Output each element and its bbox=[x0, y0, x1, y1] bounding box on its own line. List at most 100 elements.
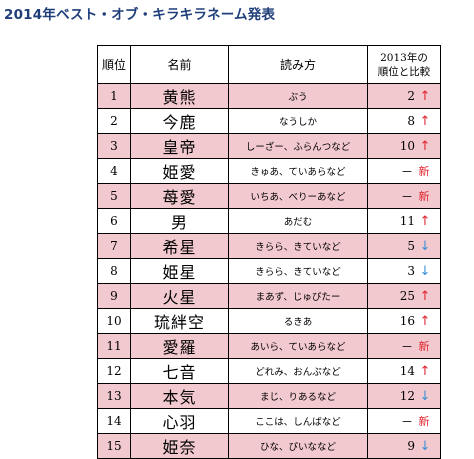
arrow-down-icon: ↓ bbox=[419, 438, 431, 454]
rank-cell: 12 bbox=[97, 358, 131, 384]
reading-cell: ひな、ぴいななど bbox=[228, 433, 368, 459]
page-title: 2014年ベスト・オブ・キラキラネーム発表 bbox=[4, 7, 276, 23]
prev-rank-cell: 8 ↑ bbox=[367, 108, 441, 134]
name-cell: 男 bbox=[130, 208, 229, 234]
rank-cell: 4 bbox=[97, 158, 131, 184]
reading-cell: ぷう bbox=[228, 83, 368, 109]
prev-rank-value: 11 bbox=[399, 214, 415, 228]
prev-rank-value: 3 bbox=[407, 264, 415, 278]
prev-rank-value: － bbox=[400, 339, 413, 354]
prev-rank-value: 8 bbox=[407, 114, 415, 128]
name-cell: 火星 bbox=[130, 283, 229, 309]
prev-rank-value: 5 bbox=[407, 239, 415, 253]
arrow-down-icon: ↓ bbox=[419, 263, 431, 279]
prev-rank-wrap: 9 ↓ bbox=[369, 438, 440, 454]
rank-cell: 10 bbox=[97, 308, 131, 334]
name-cell: 七音 bbox=[130, 358, 229, 384]
reading-cell: あだむ bbox=[228, 208, 368, 234]
name-cell: 琉絆空 bbox=[130, 308, 229, 334]
reading-cell: しーざー、ふらんつなど bbox=[228, 133, 368, 159]
reading-cell: あいら、ていあらなど bbox=[228, 333, 368, 359]
arrow-down-icon: ↓ bbox=[419, 388, 431, 404]
name-cell: 今鹿 bbox=[130, 108, 229, 134]
reading-cell: どれみ、おんぷなど bbox=[228, 358, 368, 384]
prev-rank-cell: 11 ↑ bbox=[367, 208, 441, 234]
prev-rank-value: － bbox=[400, 414, 413, 429]
prev-rank-cell: 2 ↑ bbox=[367, 83, 441, 109]
prev-rank-wrap: －新 bbox=[369, 163, 440, 180]
table-row: 1 黄熊 ぷう 2 ↑ bbox=[97, 83, 441, 109]
table-row: 8 姫星 きらら、きていなど 3 ↓ bbox=[97, 258, 441, 284]
header-prev-rank: 2013年の 順位と比較 bbox=[367, 45, 441, 84]
header-prev-line2: 順位と比較 bbox=[377, 65, 431, 78]
name-cell: 姫愛 bbox=[130, 158, 229, 184]
prev-rank-value: 2 bbox=[407, 89, 415, 103]
prev-rank-wrap: 14 ↑ bbox=[369, 363, 440, 379]
ranking-table: 順位 名前 読み方 2013年の 順位と比較 1 黄熊 ぷう 2 ↑ 2 今鹿 なうしか 8 ↑ 3… bbox=[97, 45, 441, 459]
table-row: 12 七音 どれみ、おんぷなど 14 ↑ bbox=[97, 358, 441, 384]
rank-cell: 2 bbox=[97, 108, 131, 134]
prev-rank-cell: 10 ↑ bbox=[367, 133, 441, 159]
table-row: 13 本気 まじ、りあるなど 12 ↓ bbox=[97, 383, 441, 409]
prev-rank-wrap: 5 ↓ bbox=[369, 239, 440, 254]
prev-rank-wrap: 8 ↑ bbox=[369, 114, 440, 129]
rank-cell: 1 bbox=[97, 83, 131, 109]
prev-rank-cell: －新 bbox=[367, 183, 441, 209]
arrow-up-icon: ↑ bbox=[419, 138, 431, 154]
prev-rank-wrap: 25 ↑ bbox=[369, 288, 440, 304]
reading-cell: まじ、りあるなど bbox=[228, 383, 368, 409]
name-cell: 姫奈 bbox=[130, 433, 229, 459]
prev-rank-value: 14 bbox=[399, 364, 415, 378]
header-name: 名前 bbox=[130, 45, 229, 84]
name-cell: 心羽 bbox=[130, 408, 229, 434]
rank-cell: 7 bbox=[97, 233, 131, 259]
table-row: 2 今鹿 なうしか 8 ↑ bbox=[97, 108, 441, 134]
name-cell: 黄熊 bbox=[130, 83, 229, 109]
arrow-up-icon: ↑ bbox=[419, 313, 431, 329]
prev-rank-value: － bbox=[400, 189, 413, 204]
table-row: 5 苺愛 いちあ、べりーあなど－新 bbox=[97, 183, 441, 209]
name-cell: 皇帝 bbox=[130, 133, 229, 159]
table-row: 4 姫愛 きゅあ、ていあらなど－新 bbox=[97, 158, 441, 184]
table-row: 9 火星 まあず、じゅぴたー 25 ↑ bbox=[97, 283, 441, 309]
prev-rank-cell: 16 ↑ bbox=[367, 308, 441, 334]
prev-rank-wrap: 2 ↑ bbox=[369, 89, 440, 104]
prev-rank-cell: 9 ↓ bbox=[367, 433, 441, 459]
rank-cell: 6 bbox=[97, 208, 131, 234]
prev-rank-value: 10 bbox=[399, 139, 415, 153]
table-row: 3 皇帝 しーざー、ふらんつなど 10 ↑ bbox=[97, 133, 441, 159]
prev-rank-cell: －新 bbox=[367, 158, 441, 184]
rank-cell: 15 bbox=[97, 433, 131, 459]
prev-rank-cell: 12 ↓ bbox=[367, 383, 441, 409]
prev-rank-value: 12 bbox=[399, 389, 415, 403]
prev-rank-cell: 5 ↓ bbox=[367, 233, 441, 259]
prev-rank-cell: －新 bbox=[367, 333, 441, 359]
rank-cell: 13 bbox=[97, 383, 131, 409]
reading-cell: きらら、きていなど bbox=[228, 233, 368, 259]
arrow-up-icon: ↑ bbox=[419, 288, 431, 304]
name-cell: 苺愛 bbox=[130, 183, 229, 209]
reading-cell: まあず、じゅぴたー bbox=[228, 283, 368, 309]
table-row: 7 希星 きらら、きていなど 5 ↓ bbox=[97, 233, 441, 259]
table-row: 6 男あだむ 11 ↑ bbox=[97, 208, 441, 234]
prev-rank-wrap: 16 ↑ bbox=[369, 313, 440, 329]
name-cell: 姫星 bbox=[130, 258, 229, 284]
prev-rank-wrap: 10 ↑ bbox=[369, 138, 440, 154]
name-cell: 希星 bbox=[130, 233, 229, 259]
reading-cell: きらら、きていなど bbox=[228, 258, 368, 284]
prev-rank-cell: 14 ↑ bbox=[367, 358, 441, 384]
prev-rank-wrap: 12 ↓ bbox=[369, 388, 440, 404]
table-header-row: 順位 名前 読み方 2013年の 順位と比較 bbox=[97, 45, 441, 84]
arrow-up-icon: ↑ bbox=[419, 363, 431, 379]
rank-cell: 5 bbox=[97, 183, 131, 209]
new-badge: 新 bbox=[418, 165, 430, 178]
new-badge: 新 bbox=[418, 190, 430, 203]
table-body: 1 黄熊 ぷう 2 ↑ 2 今鹿 なうしか 8 ↑ 3 皇帝 しーざー、ふらんつなど 10 ↑ 4 姫愛 きゅあ、… bbox=[97, 83, 441, 459]
prev-rank-wrap: 11 ↑ bbox=[369, 214, 440, 229]
name-cell: 本気 bbox=[130, 383, 229, 409]
prev-rank-cell: －新 bbox=[367, 408, 441, 434]
rank-cell: 3 bbox=[97, 133, 131, 159]
prev-rank-value: 25 bbox=[399, 289, 415, 303]
header-prev-line1: 2013年の bbox=[380, 51, 428, 64]
prev-rank-wrap: －新 bbox=[369, 338, 440, 355]
